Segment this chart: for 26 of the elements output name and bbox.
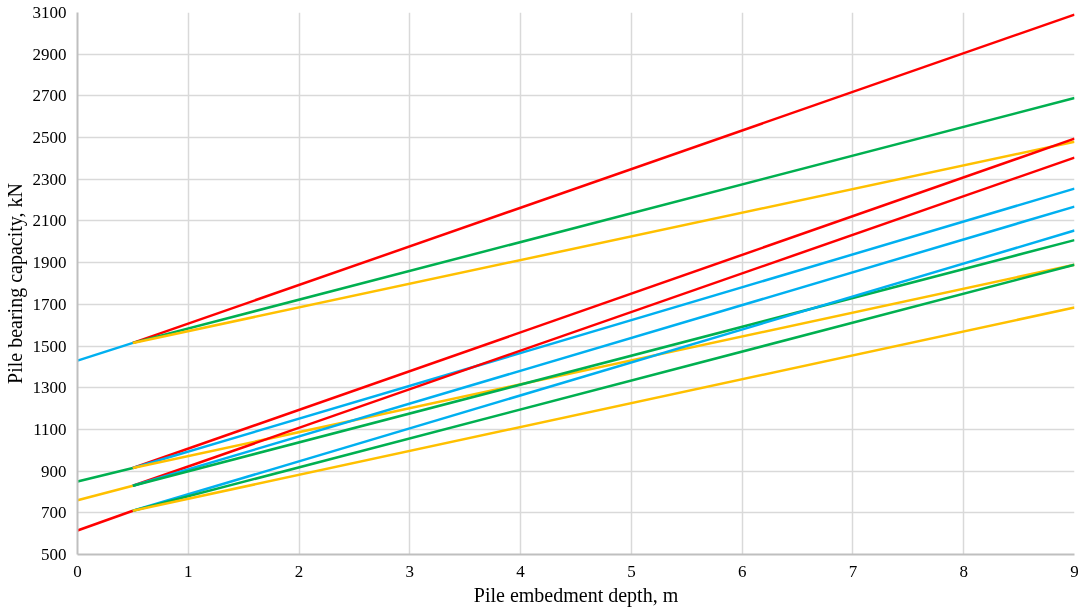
y-tick-label: 500 bbox=[41, 545, 67, 564]
x-tick-label: 8 bbox=[959, 561, 968, 581]
y-tick-label: 2300 bbox=[32, 169, 67, 189]
x-tick-label: 5 bbox=[627, 561, 636, 581]
x-tick-label: 4 bbox=[516, 561, 526, 581]
y-axis-title: Pile bearing capacity, kN bbox=[3, 183, 27, 384]
x-tick-label: 2 bbox=[294, 561, 304, 581]
y-tick-label: 700 bbox=[41, 503, 67, 523]
y-tick-label: 900 bbox=[41, 461, 67, 481]
x-tick-label: 3 bbox=[405, 561, 415, 581]
x-tick-label: 0 bbox=[73, 561, 82, 581]
y-tick-label: 2700 bbox=[32, 86, 67, 106]
x-tick-label: 7 bbox=[848, 561, 858, 581]
y-tick-label: 2100 bbox=[32, 211, 67, 231]
y-tick-label: 1500 bbox=[32, 336, 67, 356]
x-axis-title: Pile embedment depth, m bbox=[473, 583, 679, 607]
y-tick-label: 2500 bbox=[32, 128, 67, 148]
x-tick-label: 9 bbox=[1070, 561, 1079, 581]
y-tick-label: 1700 bbox=[32, 294, 67, 314]
y-tick-label: 1900 bbox=[32, 253, 67, 273]
y-tick-label: 2900 bbox=[32, 44, 67, 64]
y-tick-label: 1100 bbox=[33, 419, 67, 439]
y-tick-label: 3100 bbox=[32, 3, 67, 22]
y-tick-label: 1300 bbox=[32, 378, 67, 398]
x-tick-label: 1 bbox=[184, 561, 193, 581]
x-tick-label: 6 bbox=[737, 561, 747, 581]
